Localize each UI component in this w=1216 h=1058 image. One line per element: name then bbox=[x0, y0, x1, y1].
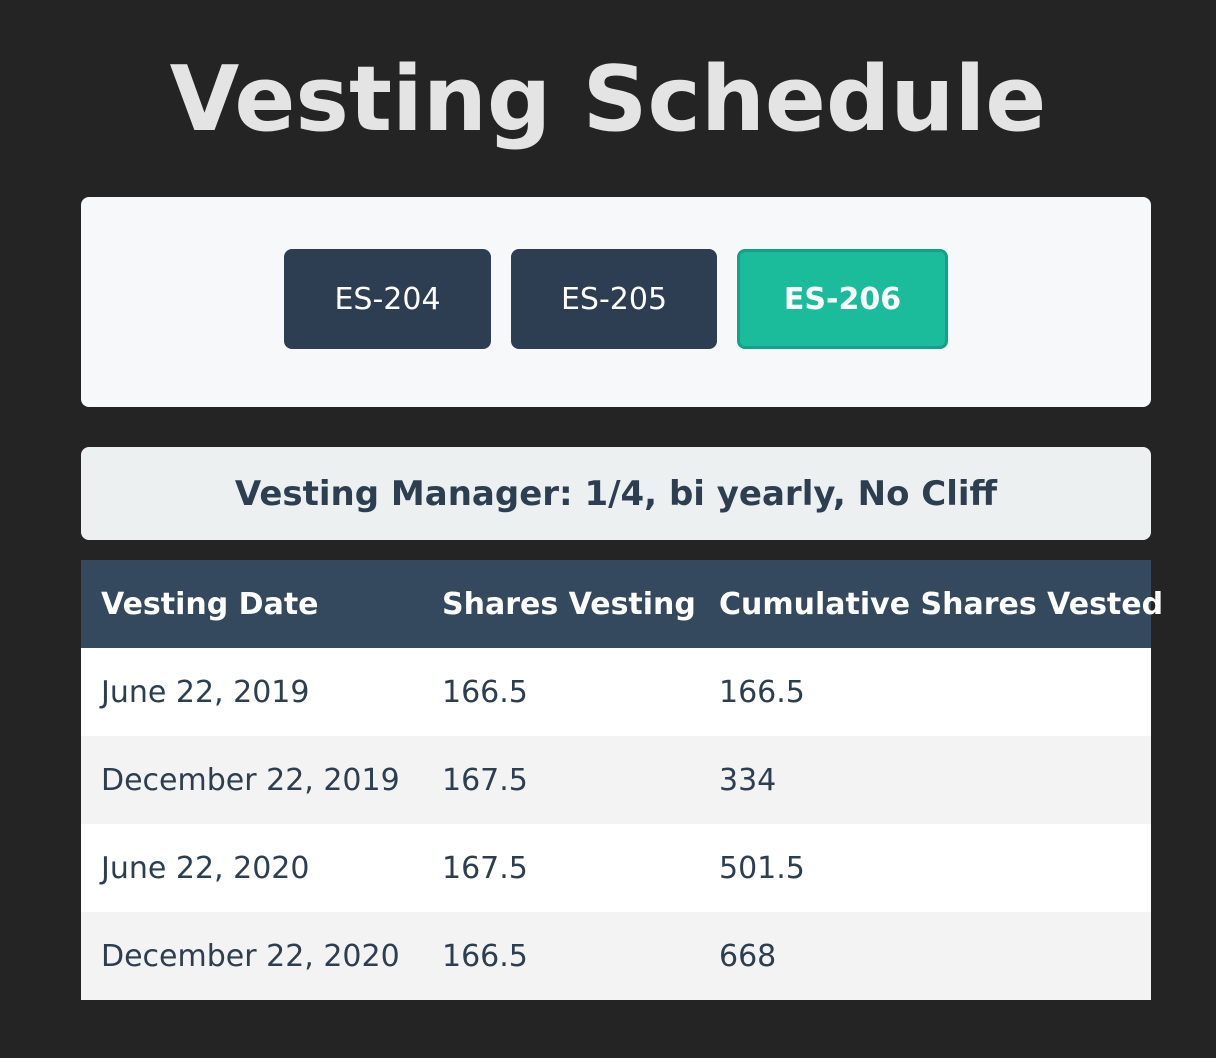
table-row: December 22, 2020 166.5 668 bbox=[81, 912, 1151, 1000]
cell-vesting-date: June 22, 2019 bbox=[81, 648, 422, 736]
table-row: June 22, 2020 167.5 501.5 bbox=[81, 824, 1151, 912]
grant-button-es-205[interactable]: ES-205 bbox=[511, 249, 717, 349]
header-cumulative-shares: Cumulative Shares Vested bbox=[699, 560, 1163, 648]
table-row: June 22, 2019 166.5 166.5 bbox=[81, 648, 1151, 736]
table-row: December 22, 2019 167.5 334 bbox=[81, 736, 1151, 824]
cell-cumulative-shares: 166.5 bbox=[699, 648, 1151, 736]
cell-shares-vesting: 166.5 bbox=[422, 648, 699, 736]
cell-cumulative-shares: 668 bbox=[699, 912, 1151, 1000]
cell-vesting-date: June 22, 2020 bbox=[81, 824, 422, 912]
vesting-manager-info: Vesting Manager: 1/4, bi yearly, No Clif… bbox=[81, 447, 1151, 540]
cell-shares-vesting: 167.5 bbox=[422, 824, 699, 912]
table-header-row: Vesting Date Shares Vesting Cumulative S… bbox=[81, 560, 1163, 648]
vesting-schedule-table: Vesting Date Shares Vesting Cumulative S… bbox=[81, 560, 1163, 1000]
grant-button-es-206-active[interactable]: ES-206 bbox=[737, 249, 948, 349]
cell-vesting-date: December 22, 2019 bbox=[81, 736, 422, 824]
cell-shares-vesting: 166.5 bbox=[422, 912, 699, 1000]
page-title: Vesting Schedule bbox=[169, 47, 1047, 152]
cell-vesting-date: December 22, 2020 bbox=[81, 912, 422, 1000]
cell-cumulative-shares: 501.5 bbox=[699, 824, 1151, 912]
header-vesting-date: Vesting Date bbox=[81, 560, 422, 648]
header-shares-vesting: Shares Vesting bbox=[422, 560, 699, 648]
cell-shares-vesting: 167.5 bbox=[422, 736, 699, 824]
grant-selector-panel: ES-204 ES-205 ES-206 bbox=[81, 197, 1151, 407]
grant-button-es-204[interactable]: ES-204 bbox=[284, 249, 491, 349]
cell-cumulative-shares: 334 bbox=[699, 736, 1151, 824]
